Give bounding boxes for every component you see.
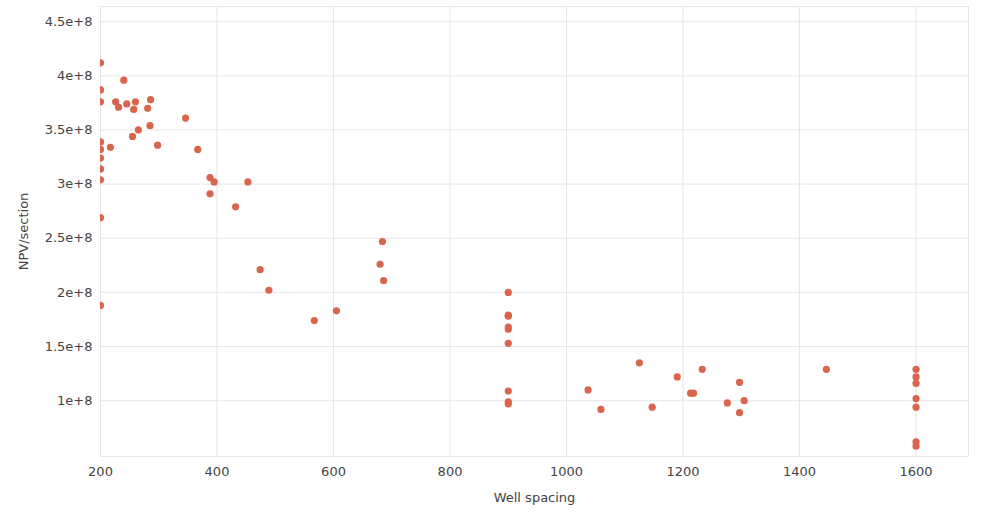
svg-text:400: 400 [205,464,230,479]
svg-text:2.5e+8: 2.5e+8 [45,230,93,245]
svg-text:Well spacing: Well spacing [494,490,576,505]
svg-text:1400: 1400 [783,464,816,479]
svg-text:1200: 1200 [667,464,700,479]
svg-text:3e+8: 3e+8 [57,176,92,191]
svg-text:NPV/section: NPV/section [16,193,31,271]
svg-text:1.5e+8: 1.5e+8 [45,339,93,354]
svg-text:4.5e+8: 4.5e+8 [45,14,93,29]
svg-text:1e+8: 1e+8 [57,393,92,408]
svg-text:3.5e+8: 3.5e+8 [45,122,93,137]
svg-text:4e+8: 4e+8 [57,68,92,83]
svg-text:1000: 1000 [550,464,583,479]
svg-text:600: 600 [321,464,346,479]
svg-text:1600: 1600 [900,464,933,479]
svg-text:2e+8: 2e+8 [57,285,92,300]
svg-text:200: 200 [88,464,113,479]
svg-text:800: 800 [438,464,463,479]
